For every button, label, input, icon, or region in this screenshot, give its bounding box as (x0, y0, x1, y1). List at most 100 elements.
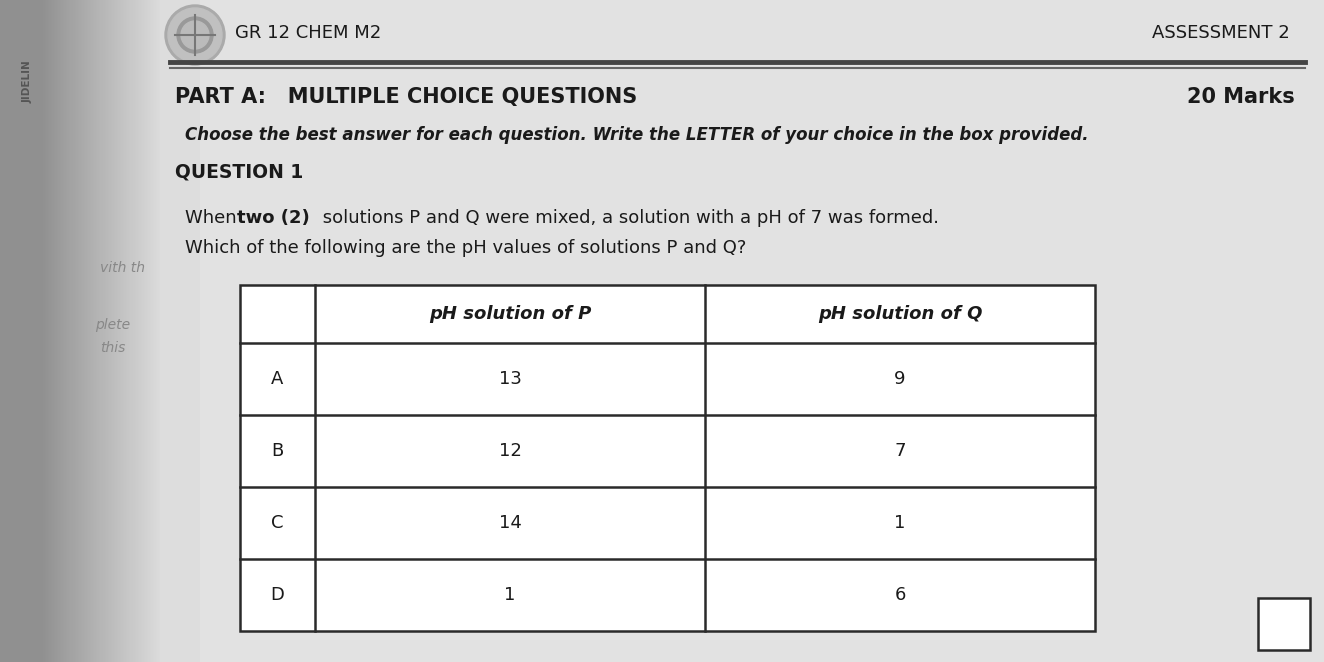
FancyBboxPatch shape (140, 0, 142, 662)
FancyBboxPatch shape (97, 0, 98, 662)
FancyBboxPatch shape (82, 0, 83, 662)
FancyBboxPatch shape (114, 0, 115, 662)
Circle shape (177, 17, 213, 53)
FancyBboxPatch shape (147, 0, 148, 662)
FancyBboxPatch shape (119, 0, 120, 662)
FancyBboxPatch shape (86, 0, 89, 662)
Text: vith th: vith th (101, 261, 146, 275)
FancyBboxPatch shape (62, 0, 64, 662)
FancyBboxPatch shape (118, 0, 119, 662)
FancyBboxPatch shape (0, 0, 40, 662)
FancyBboxPatch shape (138, 0, 139, 662)
FancyBboxPatch shape (94, 0, 95, 662)
FancyBboxPatch shape (106, 0, 107, 662)
Text: 6: 6 (894, 586, 906, 604)
Text: 7: 7 (894, 442, 906, 460)
FancyBboxPatch shape (110, 0, 113, 662)
FancyBboxPatch shape (115, 0, 117, 662)
Text: 20 Marks: 20 Marks (1188, 87, 1295, 107)
FancyBboxPatch shape (132, 0, 135, 662)
FancyBboxPatch shape (126, 0, 127, 662)
FancyBboxPatch shape (41, 0, 44, 662)
FancyBboxPatch shape (113, 0, 114, 662)
Text: 1: 1 (894, 514, 906, 532)
Text: D: D (270, 586, 285, 604)
FancyBboxPatch shape (159, 0, 160, 662)
FancyBboxPatch shape (42, 0, 45, 662)
Text: two (2): two (2) (237, 209, 310, 227)
FancyBboxPatch shape (81, 0, 82, 662)
FancyBboxPatch shape (142, 0, 143, 662)
FancyBboxPatch shape (57, 0, 58, 662)
FancyBboxPatch shape (130, 0, 131, 662)
FancyBboxPatch shape (103, 0, 105, 662)
FancyBboxPatch shape (71, 0, 73, 662)
Text: plete: plete (95, 318, 130, 332)
FancyBboxPatch shape (52, 0, 53, 662)
Text: JIDELIN: JIDELIN (23, 60, 33, 103)
FancyBboxPatch shape (78, 0, 79, 662)
Text: C: C (271, 514, 283, 532)
FancyBboxPatch shape (40, 0, 41, 662)
FancyBboxPatch shape (64, 0, 66, 662)
Circle shape (168, 8, 222, 62)
Text: this: this (101, 341, 126, 355)
FancyBboxPatch shape (146, 0, 147, 662)
FancyBboxPatch shape (139, 0, 140, 662)
Text: A: A (271, 370, 283, 388)
FancyBboxPatch shape (131, 0, 134, 662)
FancyBboxPatch shape (45, 0, 46, 662)
FancyBboxPatch shape (60, 0, 61, 662)
FancyBboxPatch shape (83, 0, 85, 662)
FancyBboxPatch shape (69, 0, 70, 662)
FancyBboxPatch shape (61, 0, 62, 662)
FancyBboxPatch shape (107, 0, 109, 662)
FancyBboxPatch shape (117, 0, 118, 662)
FancyBboxPatch shape (151, 0, 152, 662)
Text: ASSESSMENT 2: ASSESSMENT 2 (1152, 24, 1290, 42)
FancyBboxPatch shape (120, 0, 123, 662)
FancyBboxPatch shape (155, 0, 158, 662)
Text: PART A:   MULTIPLE CHOICE QUESTIONS: PART A: MULTIPLE CHOICE QUESTIONS (175, 87, 637, 107)
Text: 12: 12 (499, 442, 522, 460)
FancyBboxPatch shape (65, 0, 68, 662)
FancyBboxPatch shape (1258, 598, 1309, 650)
FancyBboxPatch shape (158, 0, 159, 662)
Text: When: When (185, 209, 242, 227)
FancyBboxPatch shape (136, 0, 138, 662)
FancyBboxPatch shape (101, 0, 102, 662)
Text: 9: 9 (894, 370, 906, 388)
FancyBboxPatch shape (93, 0, 94, 662)
FancyBboxPatch shape (105, 0, 106, 662)
FancyBboxPatch shape (58, 0, 60, 662)
Text: 14: 14 (499, 514, 522, 532)
Text: pH solution of P: pH solution of P (429, 305, 592, 323)
FancyBboxPatch shape (95, 0, 97, 662)
FancyBboxPatch shape (90, 0, 91, 662)
FancyBboxPatch shape (87, 0, 90, 662)
Text: pH solution of Q: pH solution of Q (818, 305, 982, 323)
Text: QUESTION 1: QUESTION 1 (175, 162, 303, 181)
FancyBboxPatch shape (128, 0, 130, 662)
FancyBboxPatch shape (46, 0, 48, 662)
FancyBboxPatch shape (135, 0, 136, 662)
FancyBboxPatch shape (200, 0, 1324, 662)
FancyBboxPatch shape (124, 0, 126, 662)
Text: 13: 13 (499, 370, 522, 388)
FancyBboxPatch shape (73, 0, 74, 662)
FancyBboxPatch shape (109, 0, 111, 662)
FancyBboxPatch shape (75, 0, 78, 662)
FancyBboxPatch shape (240, 285, 1095, 631)
FancyBboxPatch shape (143, 0, 146, 662)
FancyBboxPatch shape (98, 0, 101, 662)
Text: Which of the following are the pH values of solutions P and Q?: Which of the following are the pH values… (185, 239, 747, 257)
FancyBboxPatch shape (123, 0, 124, 662)
FancyBboxPatch shape (85, 0, 86, 662)
FancyBboxPatch shape (53, 0, 56, 662)
FancyBboxPatch shape (49, 0, 50, 662)
Circle shape (181, 21, 209, 49)
FancyBboxPatch shape (70, 0, 71, 662)
FancyBboxPatch shape (154, 0, 156, 662)
FancyBboxPatch shape (68, 0, 69, 662)
Text: 1: 1 (504, 586, 515, 604)
